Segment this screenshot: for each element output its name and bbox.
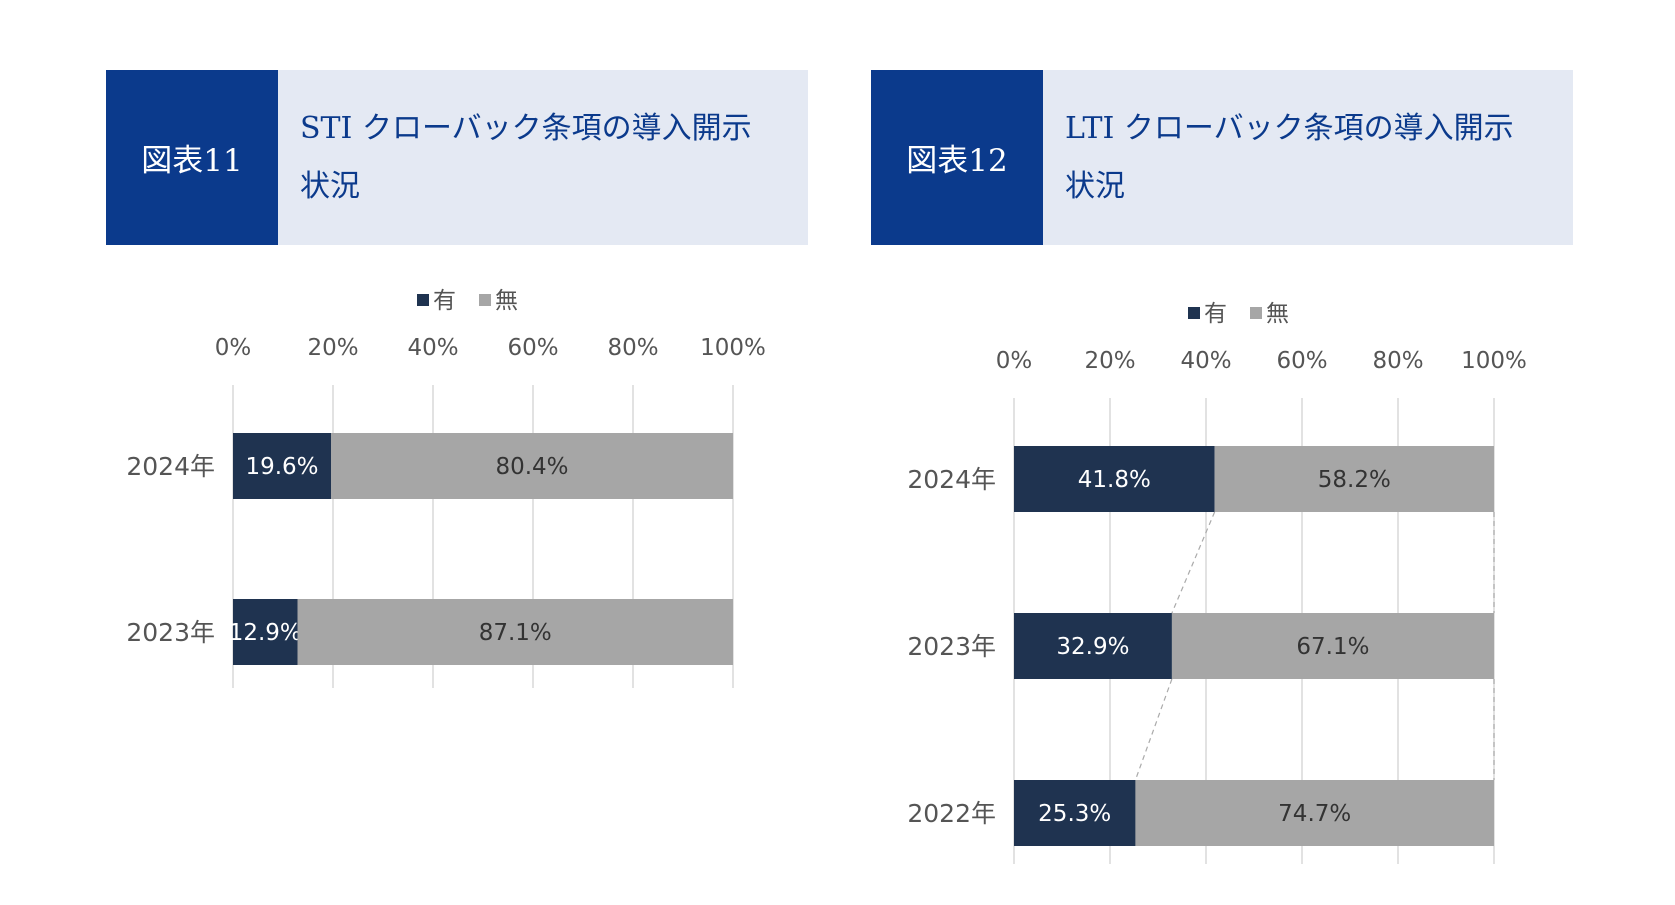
x-tick-label: 60% [1276,348,1327,374]
figure-11-title-line2: 状況 [300,169,360,204]
figure-12-label: 図表12 [871,70,1043,245]
legend-swatch-has [1188,307,1200,319]
figure-12-title: LTI クローバック条項の導入開示 状況 [1043,70,1573,245]
bar-none [331,433,733,499]
figure-11-chart: 有無0% 20% 40% 60% 80% 100%2024年 19.6% 80.4%2023年… [126,288,766,688]
series-line-has [1134,678,1173,781]
x-tick-label: 100% [700,335,766,361]
figure-12-title-line1: LTI クローバック条項の導入開示 [1065,111,1514,146]
figure-11-title: STI クローバック条項の導入開示 状況 [278,70,808,245]
figure-11-panel: 図表11 STI クローバック条項の導入開示 状況 有無 0% 20% 40% 60% 8… [0,0,837,905]
legend-swatch-has [417,294,429,306]
category-label: 2024年 [907,465,996,494]
x-tick-label: 0% [996,348,1033,374]
bar-data-label: 67.1% [1296,634,1369,660]
bar-has [1014,780,1136,846]
x-tick-label: 40% [407,335,458,361]
legend-label-has: 有 [433,288,456,314]
category-label: 2023年 [907,632,996,661]
bar-has [233,599,298,665]
x-tick-label: 60% [507,335,558,361]
bar-has [1014,613,1172,679]
bar-data-label: 87.1% [479,620,552,646]
legend: 有無 [417,288,518,314]
x-tick-label: 100% [1461,348,1527,374]
category-label: 2024年 [126,452,215,481]
series-line-has [1171,511,1216,614]
x-tick-label: 80% [1372,348,1423,374]
bar-none [1135,780,1494,846]
bar-data-label: 12.9% [229,620,302,646]
figure-12-title-line2: 状況 [1065,169,1125,204]
bar-none [1214,446,1494,512]
bar-data-label: 58.2% [1318,467,1391,493]
bar-none [1171,613,1494,679]
figure-11-label: 図表11 [106,70,278,245]
legend-label-none: 無 [495,288,518,314]
bar-data-label: 74.7% [1278,801,1351,827]
x-tick-label: 0% [215,335,252,361]
bar-data-label: 32.9% [1056,634,1129,660]
x-tick-label: 40% [1180,348,1231,374]
x-tick-label: 80% [607,335,658,361]
bar-none [297,599,733,665]
x-tick-label: 20% [1084,348,1135,374]
bar-data-label: 41.8% [1078,467,1151,493]
legend-label-none: 無 [1266,301,1289,327]
x-tick-label: 20% [307,335,358,361]
figure-12-chart: 有無0% 20% 40% 60% 80% 100%2024年 41.8% 58.2%2023年… [907,301,1527,864]
figure-12-header: 図表12 LTI クローバック条項の導入開示 状況 [871,70,1573,245]
legend: 有無 [1188,301,1289,327]
bar-data-label: 19.6% [245,454,318,480]
bar-data-label: 25.3% [1038,801,1111,827]
legend-label-has: 有 [1204,301,1227,327]
category-label: 2022年 [907,799,996,828]
legend-swatch-none [479,294,491,306]
figure-12-panel: 図表12 LTI クローバック条項の導入開示 状況 有無 0% 20% 40% 60% 8… [837,0,1675,905]
legend-swatch-none [1250,307,1262,319]
category-label: 2023年 [126,618,215,647]
bar-data-label: 80.4% [495,454,568,480]
bar-has [233,433,331,499]
figure-11-header: 図表11 STI クローバック条項の導入開示 状況 [106,70,808,245]
figure-11-title-line1: STI クローバック条項の導入開示 [300,111,752,146]
bar-has [1014,446,1215,512]
